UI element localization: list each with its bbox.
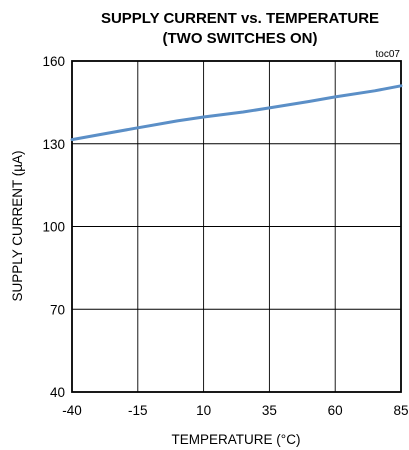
x-tick-label: -15 (128, 403, 148, 418)
grid (71, 60, 402, 393)
y-tick-label: 160 (42, 54, 65, 69)
chart-title-line2: (TWO SWITCHES ON) (163, 30, 318, 47)
x-tick-label: 10 (196, 403, 211, 418)
chart-tag: toc07 (376, 49, 401, 60)
series-layer (70, 84, 403, 142)
x-axis-label: TEMPERATURE (°C) (172, 432, 301, 447)
y-tick-label: 40 (50, 385, 65, 400)
y-tick-label: 70 (50, 302, 65, 317)
x-tick-label: 85 (393, 403, 408, 418)
x-tick-label: -40 (62, 403, 82, 418)
y-tick-label: 100 (42, 220, 65, 235)
x-tick-label: 35 (262, 403, 277, 418)
plot-frame (71, 60, 402, 393)
y-axis-label: SUPPLY CURRENT (µA) (10, 150, 25, 301)
y-tick-label: 130 (42, 137, 65, 152)
chart-title-line1: SUPPLY CURRENT vs. TEMPERATURE (101, 10, 379, 27)
x-tick-label: 60 (328, 403, 343, 418)
tick-labels: -40 -15 10 35 60 85 160 130 100 70 40 (42, 54, 408, 418)
supply-current-line (70, 84, 403, 142)
